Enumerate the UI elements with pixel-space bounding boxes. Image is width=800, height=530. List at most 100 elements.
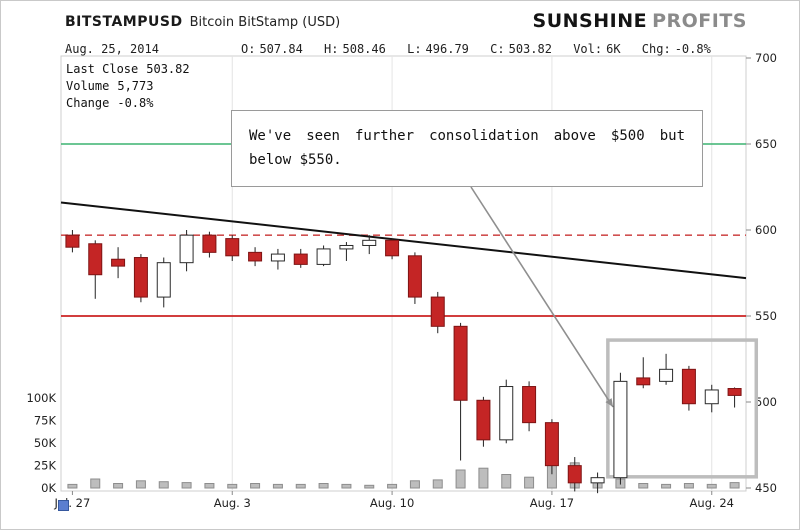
bearish-candle-body — [225, 238, 240, 257]
bearish-candle-body — [407, 255, 422, 298]
volume-bar — [341, 483, 352, 489]
volume-bar — [524, 476, 535, 489]
open-value: 507.84 — [259, 42, 303, 56]
instrument-name: Bitcoin BitStamp (USD) — [189, 15, 341, 30]
last-close-value: 503.82 — [146, 62, 190, 76]
bearish-candle-body — [567, 465, 582, 484]
header: BITSTAMPUSD Bitcoin BitStamp (USD) SUNSHI… — [65, 10, 747, 33]
volume-bar — [478, 467, 489, 489]
volume-bar — [295, 483, 306, 489]
bearish-candle-body — [453, 325, 468, 401]
volume-bar — [364, 484, 375, 489]
bearish-candle-body — [88, 243, 103, 276]
bearish-candle-body — [248, 251, 263, 262]
volume-bar — [387, 483, 398, 489]
volume-bar — [90, 478, 101, 489]
volume-bar — [409, 480, 420, 489]
change-row-label: Change — [66, 96, 110, 110]
close-label: C: — [490, 42, 505, 56]
annotation-arrowhead — [605, 398, 613, 407]
volume-bar — [113, 483, 124, 489]
bearish-candle-body — [727, 388, 742, 396]
change-row-value: -0.8% — [117, 96, 154, 110]
bearish-candle-body — [202, 234, 217, 253]
bullish-candle-body — [270, 253, 285, 262]
open-label: O: — [241, 42, 256, 56]
change-row: Change -0.8% — [66, 95, 190, 112]
bullish-candle-body — [179, 234, 194, 264]
annotation-text: We've seen further consolidation above $… — [249, 128, 685, 168]
bearish-candle-body — [544, 422, 559, 467]
volume-bar — [67, 483, 78, 489]
low-value: 496.79 — [425, 42, 469, 56]
volume-axis-label: 0K — [41, 481, 56, 495]
high-label: H: — [324, 42, 339, 56]
annotation-arrow-line — [470, 186, 614, 408]
bearish-candle-body — [385, 239, 400, 257]
y-axis-label: 500 — [755, 395, 777, 409]
bearish-candle-body — [522, 386, 537, 424]
y-axis-label: 650 — [755, 137, 777, 151]
change-value: -0.8% — [674, 42, 711, 56]
brand-profits: PROFITS — [652, 10, 747, 32]
symbol-label: BITSTAMPUSD — [65, 14, 183, 30]
volume-bar — [706, 483, 717, 489]
volume-bar — [227, 483, 238, 489]
ohlc-summary: O: 507.84 H: 508.46 L: 496.79 C: 503.82 Vol:… — [241, 42, 725, 56]
volume-row: Volume 5,773 — [66, 78, 190, 95]
low-label: L: — [407, 42, 422, 56]
high-value: 508.46 — [342, 42, 386, 56]
bearish-candle-body — [65, 234, 80, 248]
volume-label: Vol: — [573, 42, 603, 56]
y-axis-label: 600 — [755, 223, 777, 237]
bullish-candle-body — [362, 239, 377, 246]
volume-bar — [272, 483, 283, 489]
quote-row: Aug. 25, 2014 O: 507.84 H: 508.46 L: 496.79… — [65, 42, 739, 56]
y-axis-label: 450 — [755, 481, 777, 495]
volume-axis-label: 50K — [34, 436, 57, 450]
trendline — [60, 201, 747, 280]
volume-bar — [455, 469, 466, 489]
annotation-box: We've seen further consolidation above $… — [231, 110, 703, 187]
x-axis-label: Aug. 24 — [690, 496, 734, 510]
chart-date: Aug. 25, 2014 — [65, 42, 159, 56]
volume-row-value: 5,773 — [117, 79, 154, 93]
change-label: Chg: — [641, 42, 671, 56]
info-panel: Last Close 503.82 Volume 5,773 Change -0.8% — [66, 61, 190, 112]
volume-row-label: Volume — [66, 79, 110, 93]
volume-value: 6K — [606, 42, 621, 56]
volume-bar — [638, 483, 649, 489]
plot-border — [60, 55, 747, 492]
volume-axis-label: 100K — [27, 391, 57, 405]
bullish-candle-body — [659, 368, 674, 382]
bullish-candle-body — [316, 248, 331, 265]
volume-axis-label: 75K — [34, 414, 57, 428]
x-axis-label: Aug. 17 — [530, 496, 574, 510]
volume-bar — [318, 483, 329, 489]
bullish-candle-body — [339, 244, 354, 250]
volume-bar — [729, 482, 740, 489]
bullish-candle-body — [704, 389, 719, 405]
bullish-candle-body — [499, 386, 514, 441]
y-axis-label: 550 — [755, 309, 777, 323]
bullish-candle-body — [590, 477, 605, 484]
close-value: 503.82 — [508, 42, 552, 56]
volume-bar — [683, 483, 694, 489]
y-axis-label: 700 — [755, 51, 777, 65]
timeline-handle[interactable] — [58, 500, 69, 511]
last-close-row: Last Close 503.82 — [66, 61, 190, 78]
last-close-label: Last Close — [66, 62, 139, 76]
volume-bar — [501, 474, 512, 489]
bearish-candle-body — [681, 368, 696, 405]
volume-bar — [661, 483, 672, 489]
bearish-candle-body — [111, 258, 126, 267]
brand-logo: SUNSHINE PROFITS — [533, 10, 747, 32]
volume-bar — [432, 479, 443, 489]
volume-bar — [158, 481, 169, 489]
bearish-candle-body — [476, 399, 491, 441]
volume-bar — [135, 480, 146, 489]
bearish-candle-body — [636, 377, 651, 386]
x-axis-label: Aug. 3 — [214, 496, 251, 510]
x-axis-label: Aug. 10 — [370, 496, 414, 510]
